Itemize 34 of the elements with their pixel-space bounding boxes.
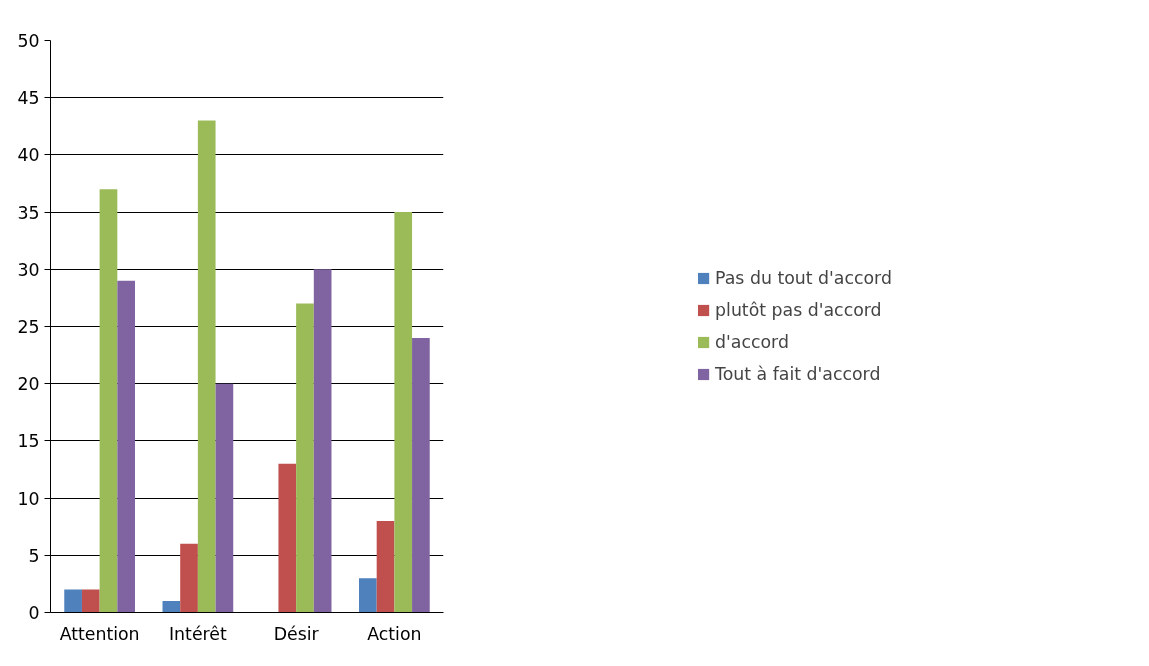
legend-label: d'accord [715,332,789,352]
x-tick-label: Intérêt [169,623,227,644]
y-tick-label: 15 [17,431,40,452]
bar [296,303,314,613]
y-tick-label: 10 [17,488,40,509]
bar [99,189,118,613]
bar [81,589,100,613]
legend-label: Tout à fait d'accord [715,364,881,384]
bar [64,589,82,613]
bar [394,212,413,613]
bar [180,543,198,613]
bar [215,383,234,613]
x-tick-label: Désir [273,623,320,644]
bar [313,269,332,613]
bar [162,601,181,613]
bar [376,520,395,613]
y-tick-label: 5 [28,545,40,566]
y-tick-label: 45 [17,88,40,109]
x-tick-label: Attention [59,623,140,644]
y-tick-label: 50 [17,31,40,51]
y-tick-label: 0 [28,603,40,623]
y-tick-label: 25 [17,317,40,337]
bar [278,463,297,613]
x-tick-label: Action [367,623,422,644]
y-tick-label: 40 [17,145,40,166]
y-tick-label: 20 [17,374,40,395]
legend-label: plutôt pas d'accord [715,300,882,320]
bar [197,120,216,613]
bar [359,578,377,613]
y-tick-label: 30 [17,259,40,280]
bar [117,280,135,613]
legend-label: Pas du tout d'accord [715,268,892,288]
bar [412,337,430,613]
y-tick-label: 35 [17,202,40,223]
